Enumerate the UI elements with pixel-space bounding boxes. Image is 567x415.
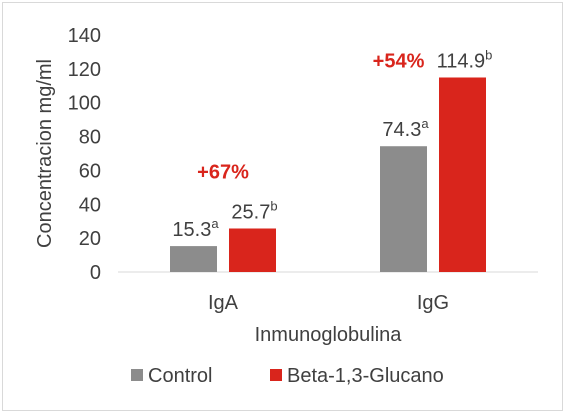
legend: Control Beta-1,3-Glucano [131, 365, 444, 387]
y-tick-label: 140 [68, 25, 101, 47]
y-tick-label: 120 [68, 59, 101, 81]
annotations: +67% +54% [197, 50, 424, 183]
y-tick-label: 60 [79, 160, 101, 182]
x-axis-categories: IgA IgG [208, 292, 449, 314]
legend-label: Control [148, 365, 212, 387]
bar-beta-1-3-glucano-igg [439, 77, 486, 272]
data-label: 114.9b [437, 47, 493, 72]
x-category-label: IgA [208, 292, 239, 314]
legend-label: Beta-1,3-Glucano [287, 365, 444, 387]
y-tick-label: 0 [90, 262, 101, 284]
data-label: 74.3a [382, 116, 429, 141]
bars [170, 77, 486, 272]
x-axis-title: Inmunoglobulina [255, 324, 403, 346]
y-axis-ticks: 0 20 40 60 80 100 120 140 [68, 25, 101, 284]
legend-swatch [270, 369, 282, 381]
percent-increase-annotation: +67% [197, 161, 249, 183]
y-tick-label: 80 [79, 127, 101, 149]
legend-swatch [131, 369, 143, 381]
percent-increase-annotation: +54% [373, 50, 425, 72]
y-axis-title: Concentracion mg/ml [34, 59, 56, 248]
y-tick-label: 20 [79, 228, 101, 250]
data-label: 15.3a [172, 216, 219, 241]
y-tick-label: 40 [79, 194, 101, 216]
bar-control-iga [170, 246, 217, 272]
y-tick-label: 100 [68, 93, 101, 115]
x-category-label: IgG [417, 292, 449, 314]
bar-beta-1-3-glucano-iga [229, 228, 276, 272]
data-label: 25.7b [231, 198, 277, 223]
bar-control-igg [380, 146, 427, 272]
data-labels: 15.3a 25.7b 74.3a 114.9b [172, 47, 492, 241]
